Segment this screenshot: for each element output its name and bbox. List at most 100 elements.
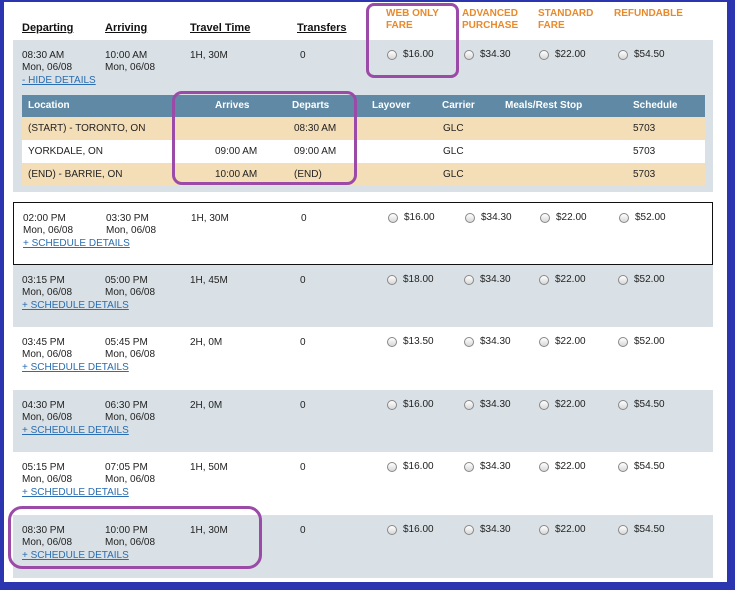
schedule-details-link[interactable]: + SCHEDULE DETAILS	[22, 550, 129, 561]
fare-option[interactable]: $22.00	[539, 524, 586, 535]
fare-radio[interactable]	[387, 49, 397, 60]
fare-price: $34.30	[480, 461, 511, 472]
fare-option[interactable]: $52.00	[619, 212, 666, 223]
fare-radio[interactable]	[618, 49, 628, 60]
departure-date: Mon, 06/08	[23, 225, 74, 236]
header-advanced-purchase: ADVANCED PURCHASE	[462, 8, 519, 31]
fare-option[interactable]: $54.50	[618, 524, 665, 535]
fare-option[interactable]: $34.30	[464, 524, 511, 535]
fare-option[interactable]: $52.00	[618, 274, 665, 285]
schedule-details-link[interactable]: + SCHEDULE DETAILS	[22, 362, 129, 373]
fare-option[interactable]: $54.50	[618, 461, 665, 472]
fare-radio[interactable]	[618, 336, 628, 347]
header-travel-time[interactable]: Travel Time	[190, 22, 251, 34]
arrival-date: Mon, 06/08	[105, 537, 156, 548]
header-arriving[interactable]: Arriving	[105, 22, 148, 34]
hide-details-link[interactable]: - HIDE DETAILS	[22, 75, 96, 86]
detail-col-departs: Departs	[292, 100, 330, 111]
fare-price: $22.00	[555, 336, 586, 347]
fare-option[interactable]: $34.30	[464, 399, 511, 410]
fare-option[interactable]: $34.30	[464, 336, 511, 347]
fare-option[interactable]: $22.00	[539, 399, 586, 410]
fare-radio[interactable]	[464, 399, 474, 410]
fare-radio[interactable]	[464, 274, 474, 285]
transfer-count: 0	[300, 400, 306, 411]
fare-price: $34.30	[480, 274, 511, 285]
fare-price: $34.30	[480, 399, 511, 410]
fare-radio[interactable]	[387, 336, 397, 347]
fare-radio[interactable]	[387, 399, 397, 410]
fare-radio[interactable]	[618, 274, 628, 285]
stop-schedule: 5703	[633, 146, 656, 157]
schedule-details-link[interactable]: + SCHEDULE DETAILS	[22, 300, 129, 311]
fare-radio[interactable]	[618, 461, 628, 472]
fare-price: $34.30	[480, 524, 511, 535]
fare-option[interactable]: $52.00	[618, 336, 665, 347]
fare-radio[interactable]	[387, 461, 397, 472]
fare-option[interactable]: $34.30	[464, 274, 511, 285]
detail-row: (START) - TORONTO, ON 08:30 AM GLC 5703	[22, 117, 705, 140]
fare-option[interactable]: $22.00	[539, 336, 586, 347]
fare-radio[interactable]	[539, 49, 549, 60]
fare-price: $52.00	[634, 336, 665, 347]
fare-option[interactable]: $16.00	[387, 461, 434, 472]
fare-radio[interactable]	[619, 212, 629, 223]
fare-option[interactable]: $34.30	[464, 461, 511, 472]
fare-radio[interactable]	[387, 524, 397, 535]
fare-option[interactable]: $22.00	[539, 274, 586, 285]
fare-option[interactable]: $22.00	[539, 461, 586, 472]
fare-option[interactable]: $18.00	[387, 274, 434, 285]
fare-radio[interactable]	[540, 212, 550, 223]
arrival-date: Mon, 06/08	[105, 287, 156, 298]
stop-carrier: GLC	[443, 146, 464, 157]
fare-radio[interactable]	[387, 274, 397, 285]
travel-duration: 2H, 0M	[190, 337, 223, 348]
fare-price: $34.30	[480, 49, 511, 60]
fare-radio[interactable]	[464, 336, 474, 347]
fare-radio[interactable]	[539, 336, 549, 347]
fare-price: $34.30	[480, 336, 511, 347]
stop-carrier: GLC	[443, 123, 464, 134]
fare-radio[interactable]	[464, 49, 474, 60]
transfer-count: 0	[300, 525, 306, 536]
fare-option[interactable]: $54.50	[618, 49, 665, 60]
fare-radio[interactable]	[618, 524, 628, 535]
fare-radio[interactable]	[539, 399, 549, 410]
header-web-only-fare: WEB ONLY FARE	[386, 8, 439, 31]
detail-col-meals: Meals/Rest Stop	[505, 100, 583, 111]
header-transfers[interactable]: Transfers	[297, 22, 347, 34]
schedule-details-link[interactable]: + SCHEDULE DETAILS	[22, 487, 129, 498]
schedule-details-link[interactable]: + SCHEDULE DETAILS	[22, 425, 129, 436]
fare-option[interactable]: $34.30	[465, 212, 512, 223]
fare-option[interactable]: $22.00	[540, 212, 587, 223]
fare-option[interactable]: $16.00	[388, 212, 435, 223]
fare-option[interactable]: $16.00	[387, 399, 434, 410]
departure-date: Mon, 06/08	[22, 62, 73, 73]
fare-option[interactable]: $13.50	[387, 336, 434, 347]
trip-row: 02:00 PM Mon, 06/08 03:30 PM Mon, 06/08 …	[13, 202, 713, 265]
fare-option[interactable]: $34.30	[464, 49, 511, 60]
fare-radio[interactable]	[388, 212, 398, 223]
departure-time: 05:15 PM	[22, 462, 65, 473]
fare-option[interactable]: $16.00	[387, 49, 434, 60]
arrival-date: Mon, 06/08	[106, 225, 157, 236]
fare-radio[interactable]	[618, 399, 628, 410]
fare-radio[interactable]	[465, 212, 475, 223]
schedule-panel: Departing Arriving Travel Time Transfers…	[4, 2, 727, 582]
header-departing[interactable]: Departing	[22, 22, 74, 34]
fare-radio[interactable]	[539, 524, 549, 535]
stop-departs: 08:30 AM	[294, 123, 337, 134]
fare-radio[interactable]	[464, 461, 474, 472]
fare-option[interactable]: $22.00	[539, 49, 586, 60]
fare-price: $16.00	[403, 49, 434, 60]
schedule-details-link[interactable]: + SCHEDULE DETAILS	[23, 238, 130, 249]
travel-duration: 1H, 30M	[190, 50, 228, 61]
fare-radio[interactable]	[539, 274, 549, 285]
fare-option[interactable]: $16.00	[387, 524, 434, 535]
fare-price: $16.00	[403, 461, 434, 472]
fare-radio[interactable]	[464, 524, 474, 535]
trip-row: 03:15 PM Mon, 06/08 05:00 PM Mon, 06/08 …	[13, 265, 713, 327]
transfer-count: 0	[300, 462, 306, 473]
fare-radio[interactable]	[539, 461, 549, 472]
fare-option[interactable]: $54.50	[618, 399, 665, 410]
